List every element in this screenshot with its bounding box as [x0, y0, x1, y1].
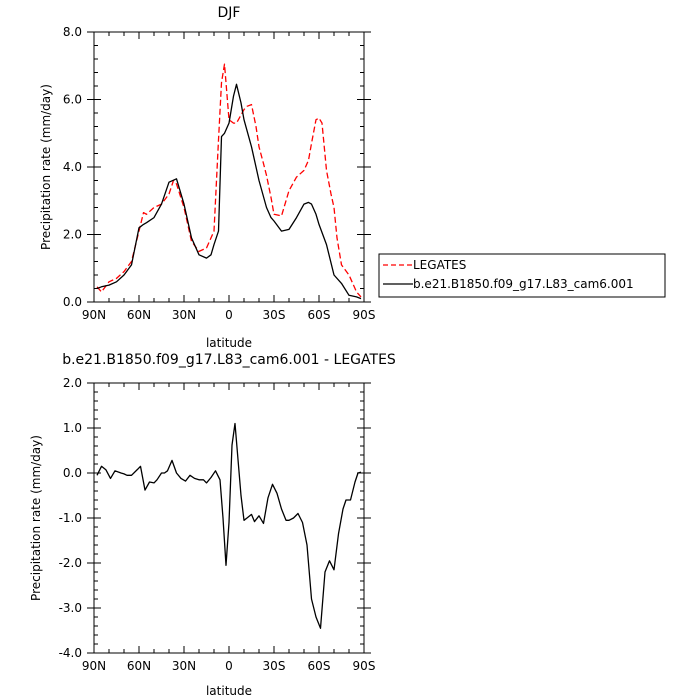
x-tick-label: 60S: [308, 659, 331, 673]
x-tick-label: 30S: [263, 659, 286, 673]
bottom-title: b.e21.B1850.f09_g17.L83_cam6.001 - LEGAT…: [62, 352, 396, 368]
y-tick-label: 2.0: [63, 228, 82, 242]
top-series: [96, 63, 362, 300]
legend-label-legates: LEGATES: [413, 258, 466, 272]
y-tick-label: -2.0: [59, 556, 82, 570]
bottom-series: [96, 422, 362, 629]
series-line-1-0: [96, 422, 362, 629]
legend: LEGATES b.e21.B1850.f09_g17.L83_cam6.001: [378, 253, 666, 298]
y-tick-label: 0.0: [63, 466, 82, 480]
bottom-ylabel: Precipitation rate (mm/day): [29, 435, 43, 601]
y-tick-label: 8.0: [63, 25, 82, 39]
series-line-0-1: [96, 83, 362, 300]
x-tick-label: 0: [225, 308, 233, 322]
x-tick-label: 90S: [353, 308, 376, 322]
y-tick-label: 2.0: [63, 376, 82, 390]
x-tick-label: 0: [225, 659, 233, 673]
y-tick-label: -3.0: [59, 601, 82, 615]
y-tick-label: -1.0: [59, 511, 82, 525]
x-tick-label: 60N: [127, 659, 151, 673]
top-plot-frame: [93, 31, 365, 303]
bottom-ticks: 90N 60N 30N 0 30S 60S 90S -4.0 -3.0 -2.0 -1.0 0.0 1.…: [59, 376, 376, 673]
y-tick-label: 4.0: [63, 160, 82, 174]
y-tick-label: 1.0: [63, 421, 82, 435]
x-tick-label: 30S: [263, 308, 286, 322]
top-ticks: 90N 60N 30N 0 30S 60S 90S 0.0 2.0 4.0 6.0 8.0: [63, 25, 376, 322]
y-tick-label: -4.0: [59, 646, 82, 660]
x-tick-label: 90N: [82, 659, 106, 673]
x-tick-label: 30N: [172, 659, 196, 673]
bottom-panel: b.e21.B1850.f09_g17.L83_cam6.001 - LEGAT…: [29, 352, 396, 698]
x-tick-label: 60N: [127, 308, 151, 322]
top-ylabel: Precipitation rate (mm/day): [39, 84, 53, 250]
legend-box: [378, 253, 666, 298]
top-xlabel: latitude: [206, 336, 252, 350]
bottom-xlabel: latitude: [206, 684, 252, 698]
top-panel: DJF 90N 60N 30N 0 30S 60S 90S 0.0 2.0 4.0 6.0 8.0 l…: [39, 5, 375, 350]
x-tick-label: 90S: [353, 659, 376, 673]
y-tick-label: 6.0: [63, 93, 82, 107]
y-tick-label: 0.0: [63, 295, 82, 309]
x-tick-label: 60S: [308, 308, 331, 322]
x-tick-label: 90N: [82, 308, 106, 322]
legend-label-model: b.e21.B1850.f09_g17.L83_cam6.001: [413, 277, 634, 291]
x-tick-label: 30N: [172, 308, 196, 322]
top-title: DJF: [218, 5, 241, 21]
series-line-0-0: [96, 63, 362, 298]
